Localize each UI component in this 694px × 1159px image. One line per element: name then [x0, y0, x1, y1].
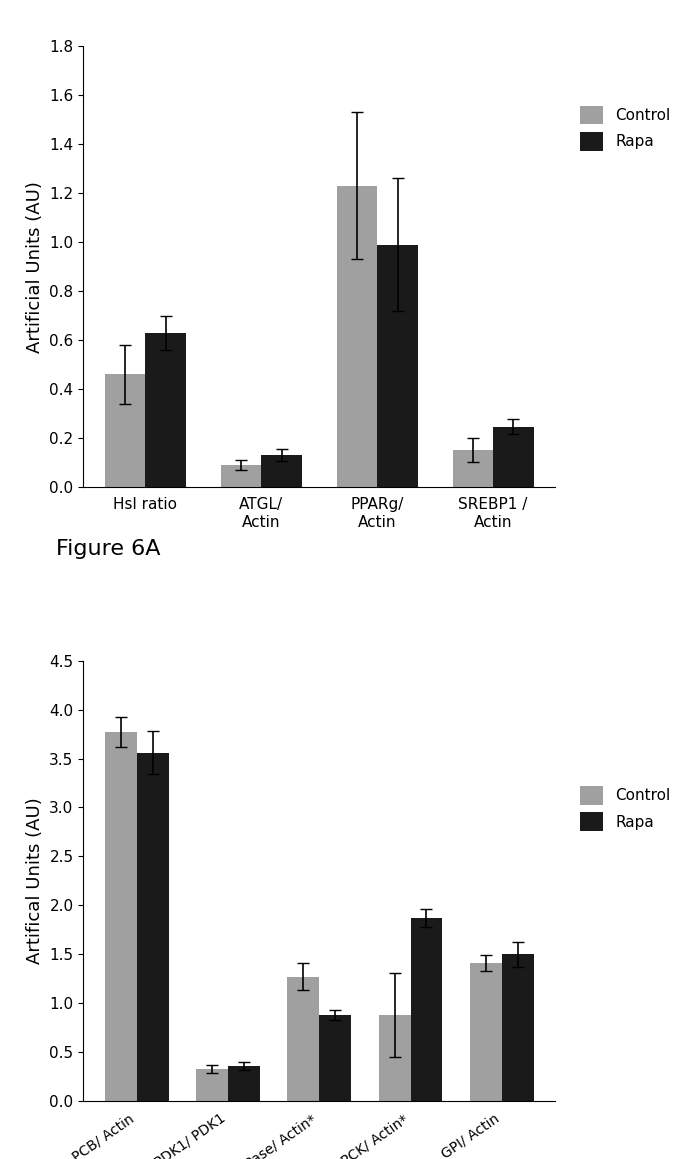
Y-axis label: Artificial Units (AU): Artificial Units (AU)	[26, 181, 44, 352]
Bar	[261, 455, 302, 487]
Bar	[287, 977, 319, 1101]
Bar	[493, 427, 534, 487]
Bar	[145, 333, 186, 487]
Bar	[137, 752, 169, 1101]
Bar	[452, 450, 493, 487]
Bar	[411, 918, 443, 1101]
Y-axis label: Artifical Units (AU): Artifical Units (AU)	[26, 797, 44, 964]
Bar	[502, 954, 534, 1101]
Bar	[319, 1015, 351, 1101]
Bar	[228, 1066, 260, 1101]
Bar	[105, 732, 137, 1101]
Bar	[196, 1069, 228, 1101]
Text: Figure 6A: Figure 6A	[56, 539, 160, 559]
Bar	[105, 374, 145, 487]
Bar	[378, 245, 418, 487]
Bar	[337, 185, 378, 487]
Legend: Control, Rapa: Control, Rapa	[573, 99, 678, 159]
Bar	[221, 465, 261, 487]
Bar	[378, 1015, 411, 1101]
Bar	[470, 963, 502, 1101]
Legend: Control, Rapa: Control, Rapa	[573, 779, 678, 839]
